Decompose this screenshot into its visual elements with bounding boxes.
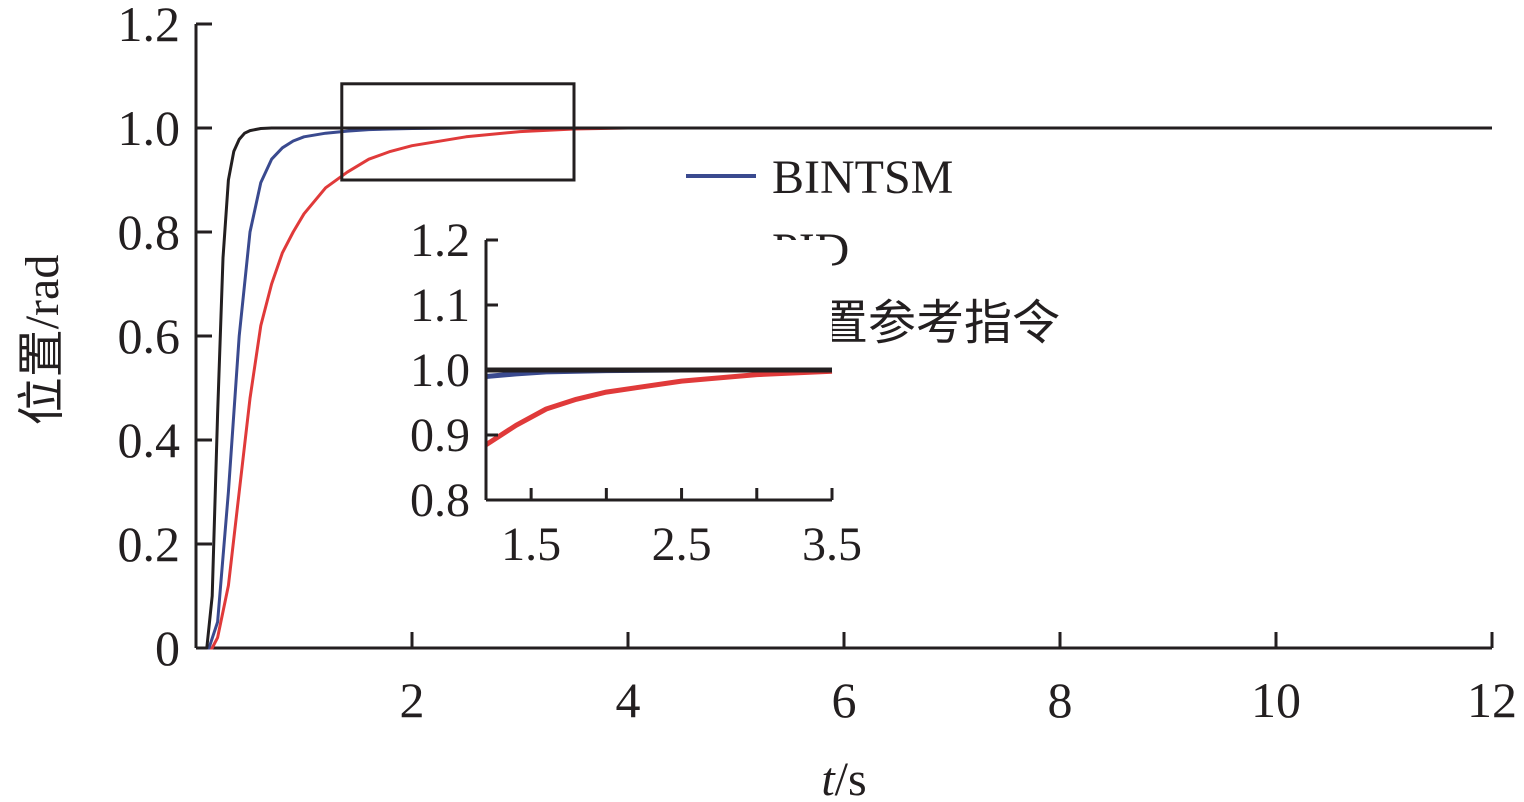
inset-x-tick-label: 1.5 — [501, 518, 561, 571]
inset-chart: 0.8 0.9 1.0 1.1 1.2 1.5 2.5 3.5 — [410, 214, 862, 571]
series-line-pid — [196, 126, 1492, 650]
x-ticks: 2 4 6 8 10 12 — [400, 632, 1517, 728]
y-axis-title: 位置/rad — [16, 255, 69, 426]
legend-label-bintsm: BINTSM — [772, 151, 953, 204]
inset-series-line-pid — [484, 368, 833, 447]
x-axis-title-italic: t — [821, 753, 836, 802]
x-tick-label: 6 — [832, 672, 857, 728]
x-tick-label: 2 — [400, 672, 425, 728]
inset-y-tick-label: 0.8 — [410, 474, 470, 527]
y-tick-label: 0.6 — [118, 308, 181, 364]
zoom-box — [340, 82, 576, 182]
y-tick-label: 1.2 — [118, 0, 181, 52]
x-tick-label: 12 — [1467, 672, 1517, 728]
inset-y-ticks: 0.8 0.9 1.0 1.1 1.2 — [410, 214, 498, 527]
inset-x-ticks: 1.5 2.5 3.5 — [501, 488, 862, 571]
inset-x-tick-label: 3.5 — [802, 518, 862, 571]
y-ticks: 0 0.2 0.4 0.6 0.8 1.0 1.2 — [118, 0, 212, 676]
series-lines — [196, 126, 1492, 650]
y-tick-label: 0 — [155, 620, 180, 676]
y-tick-label: 0.2 — [118, 516, 181, 572]
x-tick-label: 8 — [1048, 672, 1073, 728]
y-tick-label: 0.4 — [118, 412, 181, 468]
y-tick-label: 0.8 — [118, 204, 181, 260]
x-axis-title-unit: /s — [835, 753, 867, 802]
inset-y-tick-label: 1.2 — [410, 214, 470, 267]
inset-y-tick-label: 0.9 — [410, 409, 470, 462]
x-tick-label: 4 — [616, 672, 641, 728]
inset-y-tick-label: 1.1 — [410, 279, 470, 332]
inset-x-tick-label: 2.5 — [652, 518, 712, 571]
x-tick-label: 10 — [1251, 672, 1301, 728]
inset-y-tick-label: 1.0 — [410, 344, 470, 397]
inset-series-lines — [484, 367, 833, 447]
series-line-series — [196, 126, 1492, 650]
y-tick-label: 1.0 — [118, 100, 181, 156]
x-axis-title: t/s — [821, 753, 866, 802]
